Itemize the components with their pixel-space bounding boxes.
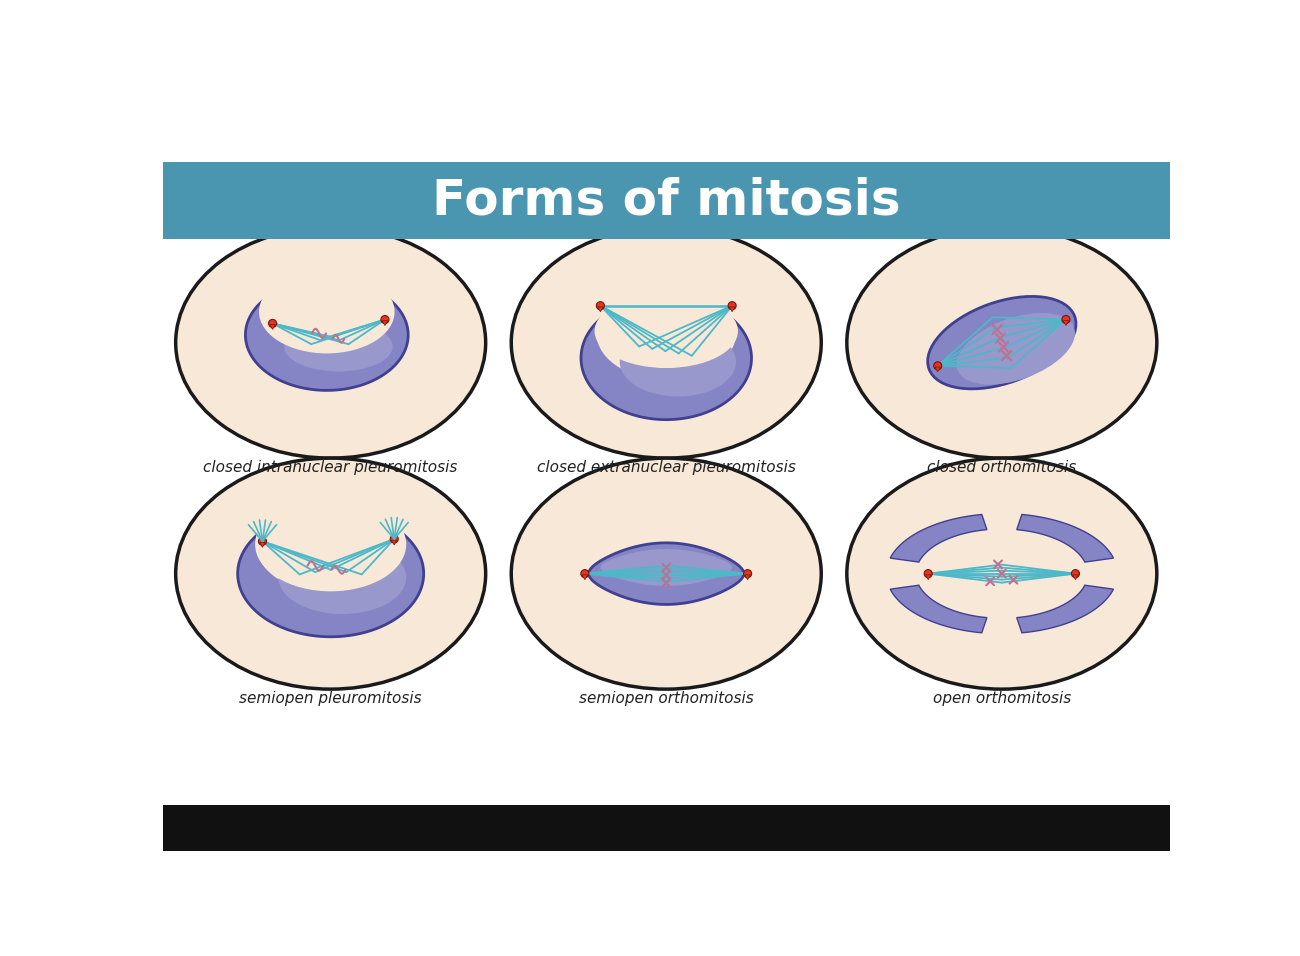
Polygon shape: [1072, 575, 1078, 579]
Polygon shape: [598, 307, 603, 312]
Polygon shape: [269, 325, 276, 330]
Circle shape: [597, 302, 604, 310]
Polygon shape: [257, 501, 404, 593]
Circle shape: [728, 302, 736, 310]
Circle shape: [581, 570, 589, 577]
Ellipse shape: [255, 497, 406, 592]
Ellipse shape: [511, 228, 822, 458]
Text: open orthomitosis: open orthomitosis: [932, 691, 1071, 706]
Polygon shape: [891, 585, 987, 633]
Polygon shape: [589, 543, 744, 604]
Ellipse shape: [846, 228, 1157, 458]
Circle shape: [269, 319, 277, 327]
Bar: [162, 805, 1170, 851]
Text: Forms of mitosis: Forms of mitosis: [432, 176, 901, 225]
Polygon shape: [1017, 585, 1114, 633]
Polygon shape: [745, 575, 750, 579]
Polygon shape: [391, 540, 396, 545]
Ellipse shape: [259, 271, 395, 354]
Ellipse shape: [511, 458, 822, 689]
Ellipse shape: [594, 294, 738, 368]
Text: semiopen pleuromitosis: semiopen pleuromitosis: [239, 691, 422, 706]
Ellipse shape: [620, 327, 736, 397]
Ellipse shape: [957, 313, 1075, 384]
Polygon shape: [238, 511, 424, 637]
Polygon shape: [582, 575, 588, 579]
Polygon shape: [581, 296, 751, 420]
Text: closed extranuclear pleuromitosis: closed extranuclear pleuromitosis: [537, 460, 796, 475]
Polygon shape: [382, 321, 387, 326]
Polygon shape: [1063, 320, 1069, 325]
Ellipse shape: [285, 321, 393, 372]
Circle shape: [390, 535, 398, 543]
Polygon shape: [729, 307, 734, 312]
Circle shape: [744, 570, 751, 577]
Ellipse shape: [278, 541, 406, 614]
Polygon shape: [261, 272, 393, 352]
Circle shape: [1071, 570, 1079, 577]
Circle shape: [933, 361, 941, 370]
Ellipse shape: [846, 458, 1157, 689]
Text: closed intranuclear pleuromitosis: closed intranuclear pleuromitosis: [204, 460, 458, 475]
Ellipse shape: [928, 296, 1076, 389]
Polygon shape: [260, 542, 265, 547]
Polygon shape: [935, 367, 941, 372]
Bar: [162, 162, 1170, 239]
Polygon shape: [1017, 514, 1114, 562]
Polygon shape: [246, 279, 408, 390]
Ellipse shape: [176, 458, 486, 689]
Circle shape: [1062, 315, 1070, 323]
Circle shape: [259, 537, 266, 545]
Text: semiopen orthomitosis: semiopen orthomitosis: [578, 691, 754, 706]
Polygon shape: [597, 287, 736, 380]
Polygon shape: [926, 575, 931, 579]
Polygon shape: [601, 549, 732, 586]
Ellipse shape: [176, 228, 486, 458]
Text: closed orthomitosis: closed orthomitosis: [927, 460, 1076, 475]
Circle shape: [381, 315, 389, 323]
Circle shape: [924, 570, 932, 577]
Polygon shape: [891, 514, 987, 562]
